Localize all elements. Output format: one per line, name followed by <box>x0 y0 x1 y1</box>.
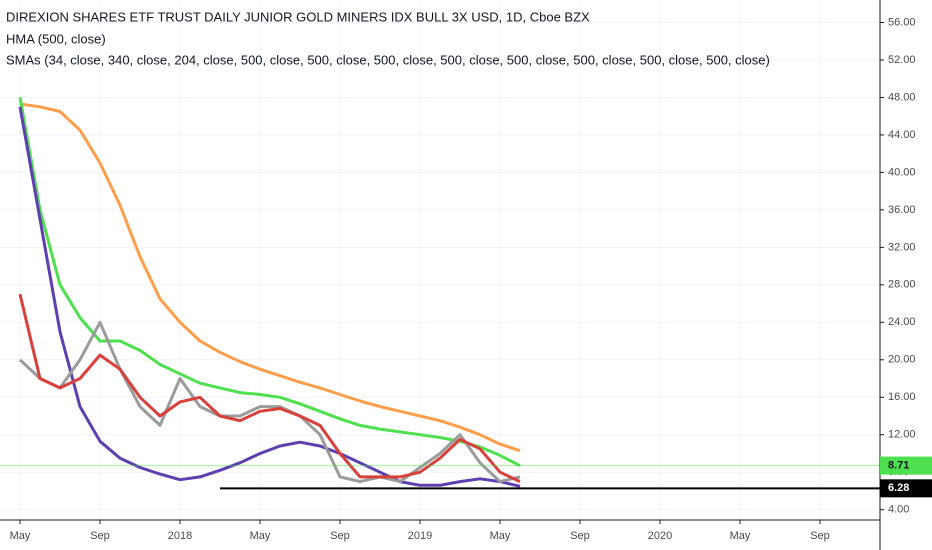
x-tick-label: 2018 <box>168 530 192 542</box>
y-tick-label: 4.00 <box>888 504 909 516</box>
x-tick-label: Sep <box>810 530 830 542</box>
series-line <box>18 320 521 484</box>
chart-title: DIREXION SHARES ETF TRUST DAILY JUNIOR G… <box>6 9 590 24</box>
y-tick-label: 40.00 <box>888 166 916 178</box>
x-tick-label: May <box>490 530 511 542</box>
x-tick-label: Sep <box>90 530 110 542</box>
indicator-label: SMAs (34, close, 340, close, 204, close,… <box>6 52 770 67</box>
series-line <box>18 293 521 483</box>
axes: 4.008.0012.0016.0020.0024.0028.0032.0036… <box>10 16 932 542</box>
y-tick-label: 12.00 <box>888 429 916 441</box>
price-label-box <box>880 479 932 498</box>
plot <box>0 97 880 490</box>
price-label: 6.28 <box>888 482 909 494</box>
series-line <box>19 102 521 453</box>
y-tick-label: 24.00 <box>888 316 916 328</box>
y-tick-label: 20.00 <box>888 354 916 366</box>
x-tick-label: May <box>10 530 31 542</box>
y-tick-label: 48.00 <box>888 91 916 103</box>
x-tick-label: Sep <box>330 530 350 542</box>
x-tick-label: May <box>250 530 271 542</box>
series-line <box>18 97 521 468</box>
y-tick-label: 36.00 <box>888 204 916 216</box>
x-tick-label: May <box>730 530 751 542</box>
price-label-box <box>880 456 932 475</box>
y-tick-label: 32.00 <box>888 241 916 253</box>
x-tick-label: 2019 <box>408 530 432 542</box>
price-label: 8.71 <box>888 459 909 471</box>
x-tick-label: Sep <box>570 530 590 542</box>
y-tick-label: 16.00 <box>888 391 916 403</box>
y-tick-label: 56.00 <box>888 16 916 28</box>
indicator-label: HMA (500, close) <box>6 31 106 46</box>
series-line <box>18 106 521 488</box>
grid <box>0 0 880 520</box>
y-tick-label: 52.00 <box>888 54 916 66</box>
y-tick-label: 28.00 <box>888 279 916 291</box>
x-tick-label: 2020 <box>648 530 672 542</box>
y-tick-label: 44.00 <box>888 129 916 141</box>
